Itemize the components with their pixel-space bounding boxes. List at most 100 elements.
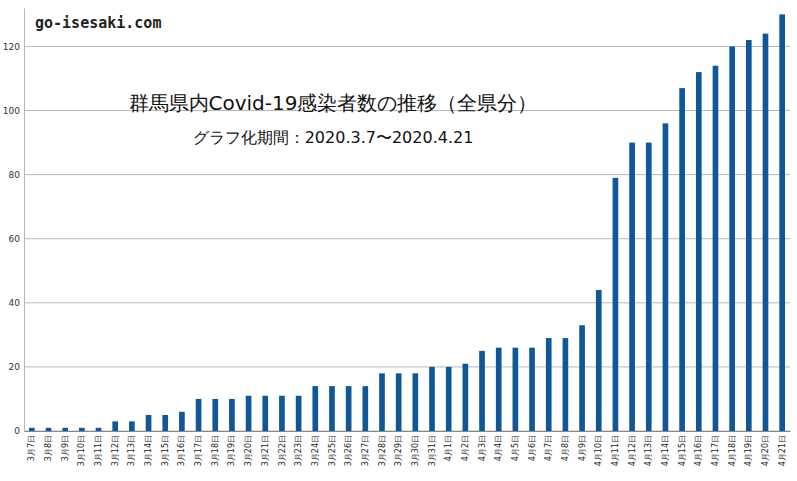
bar [413, 373, 419, 431]
bar [646, 143, 652, 431]
x-tick-label: 3月18日 [211, 435, 220, 466]
x-tick-label: 3月24日 [311, 435, 320, 466]
x-tick: 3月23日 [294, 431, 303, 466]
x-tick: 4月17日 [711, 431, 720, 466]
x-tick-label: 3月9日 [61, 435, 70, 461]
x-tick: 3月13日 [127, 431, 136, 466]
bar [362, 386, 368, 431]
x-tick-label: 3月21日 [261, 435, 270, 466]
y-tick-label: 80 [9, 170, 21, 180]
bar [396, 373, 402, 431]
x-tick: 3月15日 [161, 431, 170, 466]
x-tick: 4月2日 [461, 431, 470, 461]
bar [262, 396, 268, 431]
x-axis: 3月7日 3月8日 3月9日 3月10日 3月11日 3月12日 3月13日 3月14日 3月1… [25, 431, 791, 466]
x-tick: 4月19日 [744, 431, 753, 466]
x-tick-label: 4月19日 [744, 435, 753, 466]
grid [24, 46, 790, 431]
x-tick: 4月6日 [528, 431, 537, 461]
x-tick: 4月7日 [544, 431, 553, 461]
y-tick-label: 40 [9, 298, 21, 308]
x-tick-label: 3月8日 [44, 435, 53, 461]
x-tick-label: 3月31日 [428, 435, 437, 466]
x-tick: 3月8日 [44, 431, 53, 461]
y-tick: 100 [3, 106, 24, 116]
bar [729, 46, 735, 431]
bar [746, 40, 752, 431]
x-tick: 4月21日 [778, 431, 787, 466]
source: go-isesaki.com [35, 14, 161, 32]
bar [162, 415, 168, 431]
bar [613, 178, 619, 431]
x-tick-label: 4月2日 [461, 435, 470, 461]
x-tick-label: 4月8日 [561, 435, 570, 461]
bar [112, 421, 118, 431]
x-tick-label: 4月20日 [761, 435, 770, 466]
grid-line [24, 366, 790, 367]
x-tick-label: 4月3日 [478, 435, 487, 461]
x-tick: 3月28日 [378, 431, 387, 466]
x-tick-label: 4月18日 [728, 435, 737, 466]
bar [563, 338, 569, 431]
x-tick: 4月5日 [511, 431, 520, 461]
x-tick-label: 3月14日 [144, 435, 153, 466]
x-tick-label: 3月22日 [278, 435, 287, 466]
x-tick: 4月3日 [478, 431, 487, 461]
x-tick-label: 4月4日 [494, 435, 503, 461]
bar [579, 325, 585, 431]
x-tick: 3月24日 [311, 431, 320, 466]
x-tick: 3月17日 [194, 431, 203, 466]
x-tick-label: 3月12日 [111, 435, 120, 466]
y-tick-label: 20 [9, 362, 21, 372]
x-tick: 3月12日 [111, 431, 120, 466]
bar [679, 88, 685, 431]
x-tick: 3月20日 [244, 431, 253, 466]
x-tick-label: 3月30日 [411, 435, 420, 466]
x-tick: 3月10日 [77, 431, 86, 466]
x-tick: 4月12日 [628, 431, 637, 466]
bar [763, 34, 769, 431]
x-tick-label: 3月7日 [27, 435, 36, 461]
x-tick-label: 3月20日 [244, 435, 253, 466]
bar [129, 421, 135, 431]
x-tick-label: 3月15日 [161, 435, 170, 466]
y-tick: 20 [9, 362, 24, 372]
x-tick: 4月16日 [694, 431, 703, 466]
x-tick-label: 3月11日 [94, 435, 103, 466]
x-tick: 4月13日 [644, 431, 653, 466]
x-tick: 3月21日 [261, 431, 270, 466]
x-tick-label: 3月19日 [227, 435, 236, 466]
x-tick-label: 4月1日 [444, 435, 453, 461]
x-tick-label: 4月14日 [661, 435, 670, 466]
grid-line [24, 46, 790, 47]
x-tick: 4月14日 [661, 431, 670, 466]
y-axis-line [24, 9, 25, 432]
x-tick-label: 3月25日 [328, 435, 337, 466]
bar [246, 396, 252, 431]
bar [346, 386, 352, 431]
x-tick: 3月16日 [177, 431, 186, 466]
x-tick: 3月31日 [428, 431, 437, 466]
x-tick: 3月18日 [211, 431, 220, 466]
y-axis: 0 20 40 60 80 100 120 [3, 9, 25, 437]
y-tick: 60 [9, 234, 24, 244]
bar [212, 399, 218, 431]
x-tick-label: 4月5日 [511, 435, 520, 461]
bar [529, 348, 535, 431]
y-tick-label: 60 [9, 234, 21, 244]
bar [179, 412, 185, 431]
x-tick: 4月11日 [611, 431, 620, 466]
x-tick-label: 4月21日 [778, 435, 787, 466]
x-tick: 3月9日 [61, 431, 70, 461]
bar [429, 367, 435, 431]
y-tick-label: 120 [3, 42, 20, 52]
x-tick-label: 4月17日 [711, 435, 720, 466]
x-tick: 4月10日 [594, 431, 603, 466]
x-tick-label: 3月29日 [394, 435, 403, 466]
y-tick: 0 [14, 426, 24, 436]
bar [96, 428, 102, 431]
bar [629, 143, 635, 431]
grid-line [24, 302, 790, 303]
chart: 0 20 40 60 80 100 120 3月7日 3月8日 3月9日 3月10日 3月11日 3月1… [0, 0, 797, 481]
bar [79, 428, 85, 431]
